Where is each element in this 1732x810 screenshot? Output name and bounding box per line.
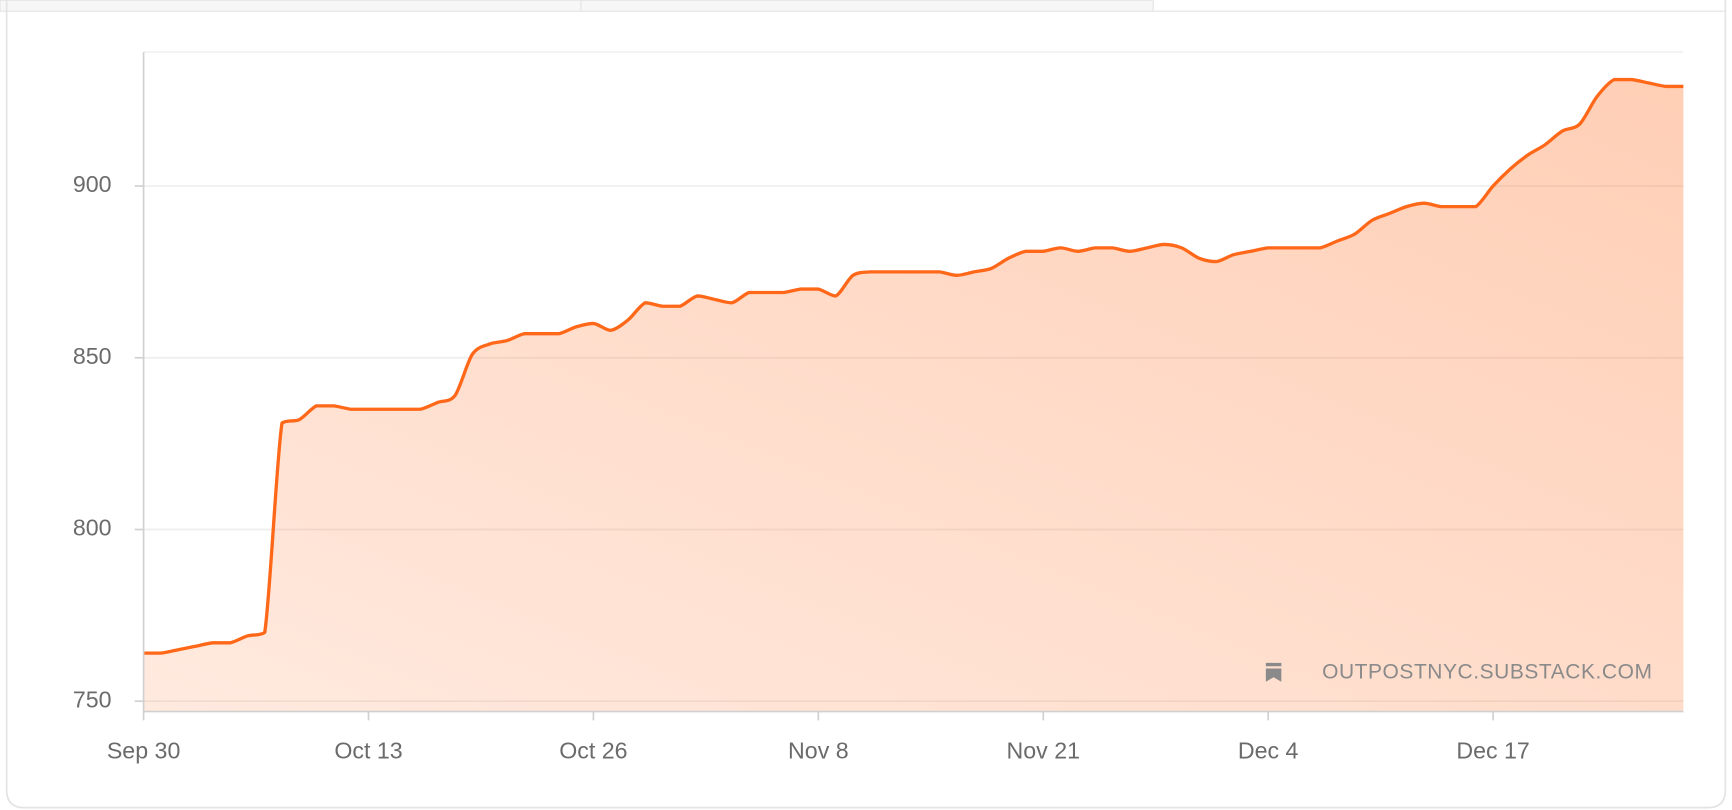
line <box>143 77 1684 655</box>
x-tick-label: Sep 30 <box>107 738 181 764</box>
plot <box>143 77 1684 712</box>
axes: 750 800 850 900 Sep 30 Oct 13 Oct 26 Nov 8 Nov 2… <box>73 52 1684 764</box>
y-tick-label: 850 <box>73 343 112 369</box>
y-tick-label: 800 <box>73 515 112 541</box>
x-tick-label: Nov 8 <box>788 738 849 764</box>
area-fill <box>143 79 1684 712</box>
watermark-text: OUTPOSTNYC.SUBSTACK.COM <box>1322 660 1652 683</box>
x-tick-label: Oct 26 <box>559 738 627 764</box>
y-tick-label: 750 <box>73 686 112 712</box>
card-border <box>5 0 1727 809</box>
y-tick-label: 900 <box>73 171 112 197</box>
x-tick-label: Dec 4 <box>1238 738 1299 764</box>
x-tick-label: Nov 21 <box>1007 738 1080 764</box>
watermark: OUTPOSTNYC.SUBSTACK.COM <box>1265 660 1652 683</box>
x-tick-label: Dec 17 <box>1456 738 1529 764</box>
tab[interactable] <box>580 0 1154 12</box>
x-tick-label: Oct 13 <box>334 738 402 764</box>
substack-icon <box>1265 662 1282 682</box>
tab[interactable] <box>0 0 582 12</box>
